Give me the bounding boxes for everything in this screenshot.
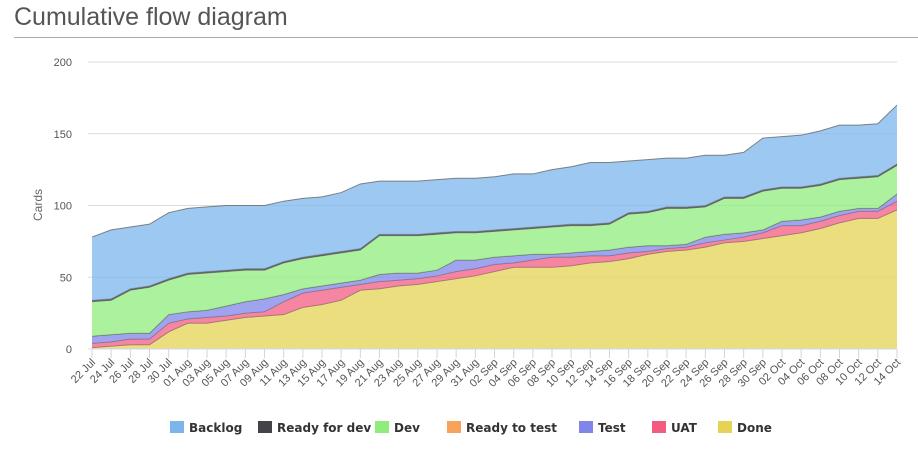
area-backlog xyxy=(92,105,897,301)
legend-label: Test xyxy=(598,421,626,435)
legend-label: Ready for dev xyxy=(277,421,371,435)
y-tick-label: 50 xyxy=(60,272,72,284)
y-axis-label: Cards xyxy=(31,189,45,221)
area-uat xyxy=(92,201,897,348)
legend-swatch xyxy=(652,421,666,433)
y-tick-label: 200 xyxy=(54,57,72,69)
legend-label: Dev xyxy=(394,421,420,435)
legend-swatch xyxy=(579,421,593,433)
legend-label: Ready to test xyxy=(466,421,557,435)
y-tick-label: 150 xyxy=(54,129,72,141)
legend-item-dev[interactable]: Dev xyxy=(375,421,420,435)
legend-item-test[interactable]: Test xyxy=(579,421,626,435)
legend-item-backlog[interactable]: Backlog xyxy=(170,421,242,435)
legend-item-uat[interactable]: UAT xyxy=(652,421,698,435)
legend-swatch xyxy=(447,421,461,433)
legend-swatch xyxy=(375,421,389,433)
title-divider xyxy=(14,37,918,38)
legend-swatch xyxy=(170,421,184,433)
legend-item-done[interactable]: Done xyxy=(718,421,772,435)
area-done xyxy=(92,209,897,349)
legend-label: Backlog xyxy=(189,421,242,435)
legend-swatch xyxy=(718,421,732,433)
areas xyxy=(91,104,898,349)
line-backlog xyxy=(91,104,898,238)
legend-label: Done xyxy=(737,421,772,435)
legend: Backlog Ready for dev Dev Ready to test Test… xyxy=(170,421,772,435)
y-tick-label: 0 xyxy=(66,344,72,356)
y-axis: 0 50 100 150 200 xyxy=(54,57,72,356)
legend-label: UAT xyxy=(671,421,698,435)
y-tick-label: 100 xyxy=(54,201,72,213)
legend-item-ready-to-test[interactable]: Ready to test xyxy=(447,421,557,435)
legend-item-ready-for-dev[interactable]: Ready for dev xyxy=(258,421,371,435)
chart-title: Cumulative flow diagram xyxy=(14,3,288,31)
legend-swatch xyxy=(258,421,272,433)
